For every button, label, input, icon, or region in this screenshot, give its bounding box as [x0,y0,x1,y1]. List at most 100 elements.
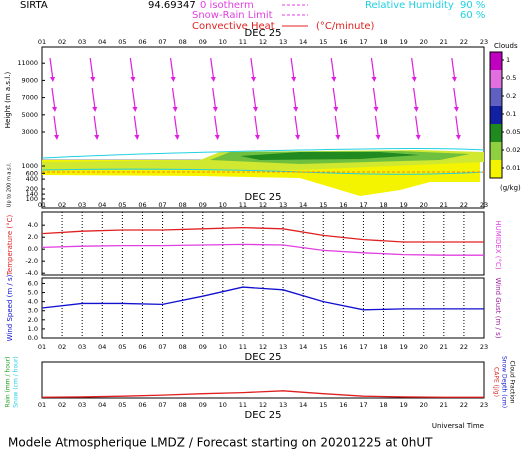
wind-arrow-head [172,107,178,112]
hour-label: 02 [58,201,66,209]
wind-arrow [51,87,56,111]
series-line [41,286,484,311]
hour-label: 02 [58,38,66,46]
colorbar-label: 0.2 [506,92,516,100]
wind-arrow [171,87,177,111]
wind-arrow-head [291,77,297,82]
convective: Convective Heat [192,21,275,32]
gust-label: Wind Gust (m / s) [494,277,502,338]
hour-label: 01 [38,38,46,46]
hour-label: 22 [460,401,468,409]
snow-rain: Snow-Rain Limit [192,10,273,21]
series-line [41,390,484,398]
hour-label: 07 [158,401,166,409]
height-tick-label: 11000 [17,59,38,67]
wind-arrow [415,115,420,139]
wind-arrow-head [295,135,301,140]
wind-arrow-head [371,77,377,82]
hour-label: 11 [239,401,247,409]
wind-arrow [372,87,378,111]
hour-label: 01 [38,343,46,351]
hour-label: 10 [219,38,227,46]
wind-arrow [292,87,297,111]
y-tick-label: -4.0 [25,269,38,277]
hour-label: 16 [339,38,347,46]
hour-label: 05 [118,401,126,409]
y-tick-label: 4.0 [28,221,38,229]
wind-arrow [53,115,58,139]
hour-label: 05 [118,343,126,351]
hour-label: 23 [480,343,488,351]
wind-arrow [411,57,416,81]
hour-label: 21 [440,38,448,46]
wind-arrow-head [250,77,256,82]
wind-arrow [210,57,215,81]
colorbar-label: 1 [506,56,510,64]
wind-arrow [169,57,175,81]
hour-label: 01 [38,201,46,209]
wind-arrow-head [333,107,339,112]
coords: 94.69347 [148,0,196,11]
height-tick-label: 140 [26,190,38,198]
wind-arrow-head [413,107,419,112]
y-tick-label: 0.0 [28,245,38,253]
hour-label: 06 [138,201,146,209]
wind-arrow [131,87,136,111]
height-tick-label: 3000 [21,128,38,136]
height-label: Height (m a.s.l.) [4,72,12,129]
wind-arrow [455,115,460,139]
y-tick-label: 3.0 [28,307,38,315]
wind-arrow-head [50,77,55,82]
wind-arrow [453,87,458,111]
wind-arrow-head [170,77,176,82]
date: DEC 25 [245,352,282,363]
colorbar-title: Clouds [494,42,518,50]
hour-label: 08 [178,343,186,351]
wind-arrow-head [94,135,100,140]
hour-label: 09 [199,343,207,351]
hour-label: 10 [219,343,227,351]
site: SIRTA [20,0,48,11]
hour-label: 08 [178,401,186,409]
colorbar-label: 0.01 [506,164,520,172]
hour-label: 17 [359,201,367,209]
hour-label: 16 [339,201,347,209]
snow-depth-label: Snow Depth (cm) [501,356,508,408]
hour-label: 02 [58,343,66,351]
wind-arrow-head [130,77,136,82]
hour-label: 10 [219,401,227,409]
hour-label: 19 [399,343,407,351]
hour-label: 04 [98,38,106,46]
wind-arrow [133,115,138,139]
hour-label: 21 [440,343,448,351]
y-tick-label: 4.0 [28,298,38,306]
hour-label: 06 [138,343,146,351]
hour-label: 19 [399,38,407,46]
wind-arrow-head [252,107,258,112]
hour-label: 09 [199,201,207,209]
hour-label: 14 [299,38,307,46]
hour-label: 13 [279,343,287,351]
hour-label: 15 [319,201,327,209]
rh-low: 60 % [460,10,485,21]
wind-arrow-head [214,135,220,140]
wind-arrow [250,57,255,81]
rain-label: Rain (mm / hour) [5,356,12,407]
colorbar-label: 0.5 [506,74,516,82]
wind-arrow-head [212,107,218,112]
cloud-field [41,148,485,196]
hour-label: 15 [319,343,327,351]
wind-arrow [212,87,217,111]
wind-arrow [254,115,259,139]
convective-unit: (°C/minute) [316,21,375,32]
wind-arrow [89,57,94,81]
height-tick-label: 5000 [21,111,38,119]
hour-label: 08 [178,201,186,209]
wind-arrow-head [210,77,216,82]
hour-label: 12 [259,401,267,409]
cape-label: CAPE (J/g) [493,367,500,397]
wind-arrow [374,115,380,139]
hour-label: 20 [420,401,428,409]
wind-arrow [334,115,339,139]
